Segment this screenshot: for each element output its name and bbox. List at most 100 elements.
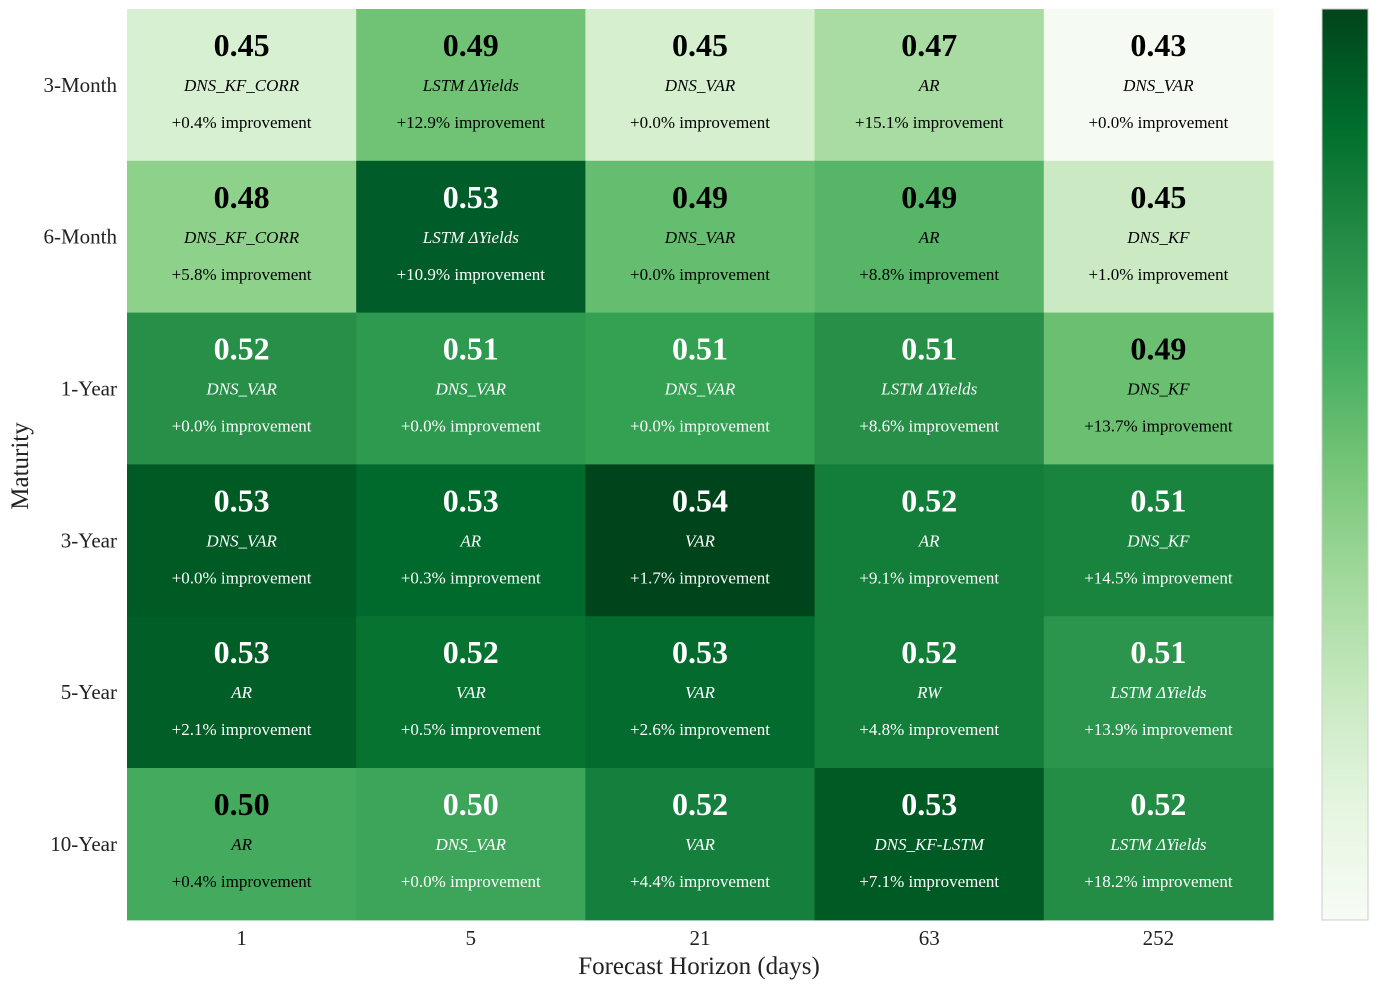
cell-improvement-label: +12.9% improvement bbox=[397, 113, 546, 132]
cell-improvement-label: +0.0% improvement bbox=[630, 265, 770, 284]
heatmap-cell: 0.53 DNS_KF-LSTM +7.1% improvement bbox=[814, 768, 1045, 921]
cell-improvement-label: +10.9% improvement bbox=[397, 265, 546, 284]
x-axis-ticks: 1 5 21 63 252 bbox=[236, 926, 1174, 950]
heatmap-cell: 0.52 DNS_VAR +0.0% improvement bbox=[127, 312, 357, 465]
cell-model-label: AR bbox=[230, 683, 252, 702]
cell-value-label: 0.50 bbox=[443, 786, 499, 822]
heatmap-cell-rect bbox=[127, 464, 357, 617]
cell-value-label: 0.51 bbox=[672, 331, 728, 367]
cell-model-label: LSTM ΔYields bbox=[1109, 683, 1206, 702]
cell-improvement-label: +0.0% improvement bbox=[401, 417, 541, 436]
x-tick-label: 5 bbox=[466, 926, 477, 950]
heatmap-cell-rect bbox=[127, 9, 357, 162]
cell-model-label: RW bbox=[916, 683, 943, 702]
heatmap-cell: 0.51 LSTM ΔYields +8.6% improvement bbox=[814, 312, 1045, 465]
heatmap-cell: 0.52 LSTM ΔYields +18.2% improvement bbox=[1043, 768, 1274, 921]
heatmap-cell-rect bbox=[814, 464, 1045, 617]
cell-improvement-label: +18.2% improvement bbox=[1084, 872, 1233, 891]
heatmap-cell-rect bbox=[1043, 312, 1274, 465]
cell-value-label: 0.52 bbox=[443, 634, 499, 670]
heatmap-cell-rect bbox=[585, 160, 816, 314]
cell-value-label: 0.53 bbox=[214, 482, 270, 518]
heatmap-cell: 0.52 VAR +0.5% improvement bbox=[356, 616, 586, 769]
cell-improvement-label: +0.0% improvement bbox=[401, 872, 541, 891]
heatmap-cell: 0.53 AR +2.1% improvement bbox=[127, 616, 357, 769]
heatmap-cell: 0.52 AR +9.1% improvement bbox=[814, 464, 1045, 617]
cell-model-label: DNS_VAR bbox=[1122, 76, 1194, 95]
y-tick-label: 6-Month bbox=[44, 225, 118, 249]
heatmap-cell: 0.45 DNS_KF_CORR +0.4% improvement bbox=[127, 9, 357, 162]
cell-value-label: 0.45 bbox=[214, 27, 270, 63]
cell-model-label: AR bbox=[918, 531, 940, 550]
cell-improvement-label: +4.4% improvement bbox=[630, 872, 770, 891]
heatmap-cell-rect bbox=[127, 616, 357, 769]
heatmap-cell-rect bbox=[814, 312, 1045, 465]
cell-model-label: DNS_VAR bbox=[435, 380, 507, 399]
heatmap-cell: 0.49 LSTM ΔYields +12.9% improvement bbox=[356, 9, 586, 162]
cell-value-label: 0.53 bbox=[443, 482, 499, 518]
cell-improvement-label: +8.8% improvement bbox=[859, 265, 999, 284]
y-tick-label: 3-Month bbox=[44, 73, 118, 97]
y-tick-label: 5-Year bbox=[61, 680, 117, 704]
cell-value-label: 0.52 bbox=[214, 331, 270, 367]
cell-improvement-label: +1.7% improvement bbox=[630, 568, 770, 587]
heatmap-cell: 0.53 VAR +2.6% improvement bbox=[585, 616, 816, 769]
y-tick-label: 3-Year bbox=[61, 528, 117, 552]
heatmap-cell: 0.50 DNS_VAR +0.0% improvement bbox=[356, 768, 586, 921]
cell-improvement-label: +0.5% improvement bbox=[401, 720, 541, 739]
heatmap-cell: 0.54 VAR +1.7% improvement bbox=[585, 464, 816, 617]
cell-improvement-label: +0.3% improvement bbox=[401, 568, 541, 587]
cell-improvement-label: +1.0% improvement bbox=[1088, 265, 1228, 284]
heatmap-cell: 0.53 AR +0.3% improvement bbox=[356, 464, 586, 617]
cell-model-label: DNS_VAR bbox=[664, 228, 736, 247]
cell-value-label: 0.49 bbox=[1130, 331, 1186, 367]
cell-improvement-label: +7.1% improvement bbox=[859, 872, 999, 891]
y-tick-label: 1-Year bbox=[61, 377, 117, 401]
x-tick-label: 21 bbox=[690, 926, 711, 950]
heatmap-cell: 0.45 DNS_VAR +0.0% improvement bbox=[585, 9, 816, 162]
heatmap-cell: 0.49 DNS_KF +13.7% improvement bbox=[1043, 312, 1274, 465]
heatmap-cell: 0.53 LSTM ΔYields +10.9% improvement bbox=[356, 160, 586, 314]
cell-improvement-label: +15.1% improvement bbox=[855, 113, 1004, 132]
cell-improvement-label: +0.0% improvement bbox=[172, 417, 312, 436]
cell-improvement-label: +0.0% improvement bbox=[630, 417, 770, 436]
cell-value-label: 0.51 bbox=[1130, 482, 1186, 518]
cell-value-label: 0.51 bbox=[443, 331, 499, 367]
heatmap-cell-rect bbox=[356, 312, 586, 465]
heatmap-cell: 0.50 AR +0.4% improvement bbox=[127, 768, 357, 921]
x-tick-label: 252 bbox=[1143, 926, 1175, 950]
cell-value-label: 0.51 bbox=[901, 331, 957, 367]
cell-model-label: DNS_KF-LSTM bbox=[873, 835, 984, 854]
heatmap-cell: 0.52 VAR +4.4% improvement bbox=[585, 768, 816, 921]
cell-value-label: 0.51 bbox=[1130, 634, 1186, 670]
y-axis-label: Maturity bbox=[7, 422, 34, 510]
heatmap-cell: 0.49 AR +8.8% improvement bbox=[814, 160, 1045, 314]
cell-model-label: VAR bbox=[685, 683, 716, 702]
heatmap-cell-rect bbox=[814, 768, 1045, 921]
cell-value-label: 0.53 bbox=[214, 634, 270, 670]
cell-model-label: DNS_KF_CORR bbox=[183, 228, 300, 247]
cell-model-label: LSTM ΔYields bbox=[880, 380, 977, 399]
cell-value-label: 0.53 bbox=[672, 634, 728, 670]
heatmap-cell-rect bbox=[814, 160, 1045, 314]
heatmap-cell-rect bbox=[127, 312, 357, 465]
cell-improvement-label: +13.7% improvement bbox=[1084, 417, 1233, 436]
colorbar bbox=[1321, 8, 1369, 921]
heatmap-cell-rect bbox=[127, 768, 357, 921]
cell-value-label: 0.54 bbox=[672, 482, 728, 518]
cell-value-label: 0.50 bbox=[214, 786, 270, 822]
heatmap-cell-rect bbox=[1043, 160, 1274, 314]
cell-model-label: LSTM ΔYields bbox=[1109, 835, 1206, 854]
heatmap-cell-rect bbox=[585, 464, 816, 617]
cell-value-label: 0.52 bbox=[901, 634, 957, 670]
cell-value-label: 0.53 bbox=[901, 786, 957, 822]
heatmap-cell-rect bbox=[356, 9, 586, 162]
cell-value-label: 0.52 bbox=[672, 786, 728, 822]
heatmap-cell-rect bbox=[585, 312, 816, 465]
heatmap-cell: 0.53 DNS_VAR +0.0% improvement bbox=[127, 464, 357, 617]
cell-value-label: 0.52 bbox=[1130, 786, 1186, 822]
heatmap-cell: 0.47 AR +15.1% improvement bbox=[814, 9, 1045, 162]
cell-improvement-label: +0.4% improvement bbox=[172, 872, 312, 891]
heatmap-cell: 0.52 RW +4.8% improvement bbox=[814, 616, 1045, 769]
y-tick-label: 10-Year bbox=[50, 832, 117, 856]
